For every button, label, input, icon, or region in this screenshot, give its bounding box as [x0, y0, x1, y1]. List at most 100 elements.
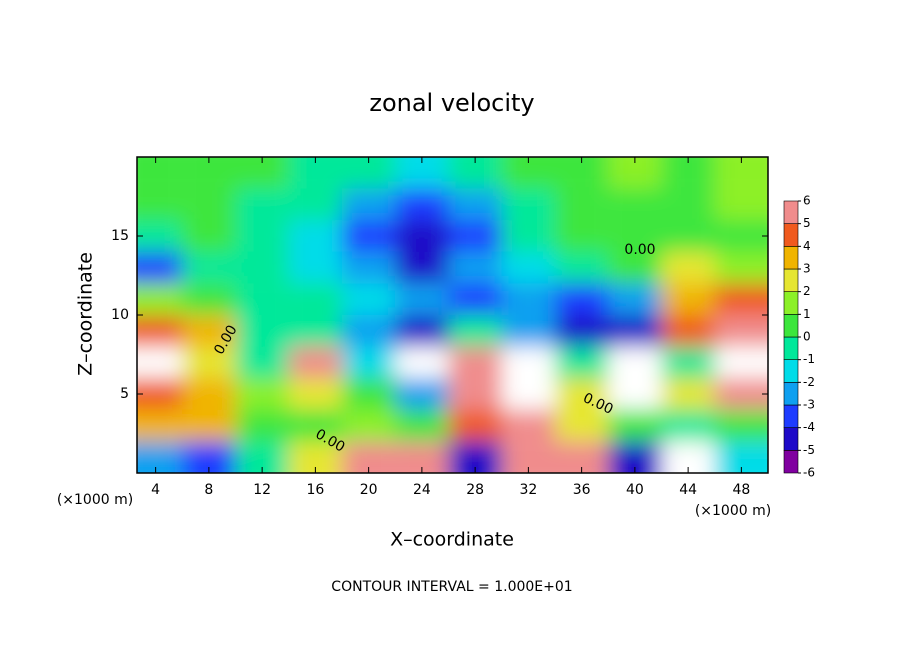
field-cell [501, 283, 556, 315]
field-cell [714, 220, 768, 252]
colorbar-swatch [783, 450, 799, 474]
colorbar-label: -6 [803, 466, 815, 480]
field-cell [288, 346, 343, 379]
field-cell [137, 283, 183, 315]
field-cell [395, 378, 449, 410]
field-cell [555, 409, 609, 442]
field-cell [182, 220, 236, 252]
field-cell [395, 283, 449, 315]
x-axis-label: X–coordinate [390, 529, 514, 551]
field-cell [714, 315, 768, 347]
field-cell [137, 409, 183, 442]
field-cell [661, 251, 715, 284]
field-cell [661, 283, 715, 315]
field-cell [288, 409, 343, 442]
colorbar-swatch [783, 359, 799, 383]
field-cell [288, 251, 343, 284]
y-axis-label: Z–coordinate [75, 252, 97, 376]
field-cell [555, 283, 609, 315]
field-cell [608, 220, 662, 252]
x-tick-label: 36 [573, 482, 591, 498]
x-tick-label: 4 [151, 482, 160, 498]
colorbar-swatch [783, 200, 799, 224]
colorbar-swatch [783, 404, 799, 428]
x-tick-label: 24 [413, 482, 431, 498]
field-cell [288, 220, 343, 252]
field-cell [448, 315, 502, 347]
field-cell [714, 378, 768, 410]
field-cell [342, 251, 396, 284]
colorbar-swatch [783, 336, 799, 360]
colorbar-swatch [783, 291, 799, 315]
field-cell [555, 315, 609, 347]
y-tick-label: 10 [111, 307, 129, 323]
field-cell [182, 251, 236, 284]
field-cell [714, 188, 768, 221]
field-cell [714, 251, 768, 284]
field-cell [137, 251, 183, 284]
field-cell [448, 283, 502, 315]
field-cell [608, 188, 662, 221]
field-cell [235, 220, 289, 252]
field-cell [137, 378, 183, 410]
field-cell [235, 283, 289, 315]
field-cell [395, 188, 449, 221]
field-cell [137, 188, 183, 221]
colorbar-swatch [783, 382, 799, 406]
colorbar-swatch [783, 223, 799, 247]
x-tick-label: 20 [360, 482, 378, 498]
field-cell [714, 441, 768, 473]
field-cell [288, 188, 343, 221]
field-cell [501, 315, 556, 347]
field-cell [448, 346, 502, 379]
field-cell [501, 188, 556, 221]
field-cell [182, 346, 236, 379]
x-unit-label: (×1000 m) [57, 492, 133, 508]
colorbar-label: -4 [803, 420, 815, 434]
field-cell [448, 188, 502, 221]
colorbar-label: -2 [803, 375, 815, 389]
colorbar-label: -3 [803, 398, 815, 412]
colorbar-swatch [783, 268, 799, 292]
field-cell [608, 251, 662, 284]
x-tick-label: 48 [732, 482, 750, 498]
field-cell [661, 220, 715, 252]
field-cell [448, 251, 502, 284]
field-cell [395, 346, 449, 379]
colorbar-label: 2 [803, 284, 811, 298]
field-cell [235, 315, 289, 347]
field-cell [342, 378, 396, 410]
field-cell [137, 315, 183, 347]
field-cell [501, 378, 556, 410]
field-cell [395, 409, 449, 442]
field-cell [137, 157, 183, 189]
field-cell [288, 378, 343, 410]
field-cell [448, 378, 502, 410]
field-cell [342, 188, 396, 221]
chart-title: zonal velocity [369, 89, 534, 117]
field-cell [661, 409, 715, 442]
field-cells [137, 157, 768, 473]
field-cell [342, 315, 396, 347]
field-cell [714, 157, 768, 189]
colorbar-swatch [783, 314, 799, 338]
colorbar-label: 4 [803, 239, 811, 253]
colorbar-label: 0 [803, 330, 811, 344]
field-cell [714, 409, 768, 442]
field-cell [395, 315, 449, 347]
field-cell [555, 220, 609, 252]
x-tick-label: 32 [519, 482, 537, 498]
field-cell [555, 188, 609, 221]
field-cell [714, 346, 768, 379]
colorbar-label: 3 [803, 262, 811, 276]
contour-label: 0.00 [624, 242, 655, 258]
field-cell [555, 251, 609, 284]
field-cell [235, 188, 289, 221]
field-cell [288, 315, 343, 347]
x-tick-label: 44 [679, 482, 697, 498]
field-cell [555, 378, 609, 410]
field-cell [501, 409, 556, 442]
field-cell [501, 251, 556, 284]
field-cell [714, 283, 768, 315]
